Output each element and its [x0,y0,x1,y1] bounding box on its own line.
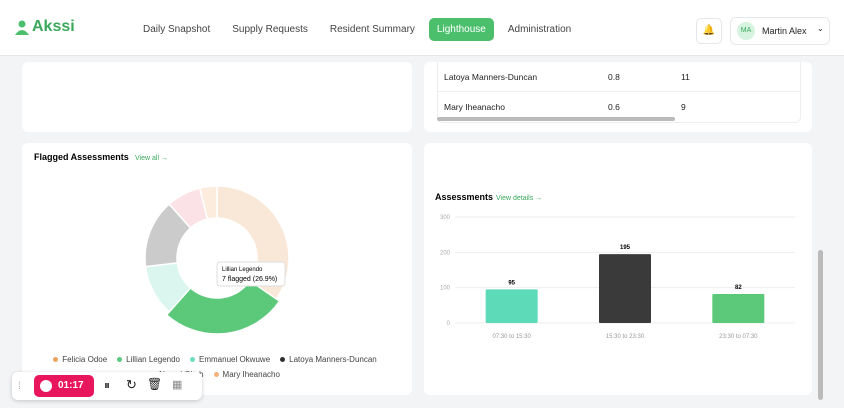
table-cell: 0.6 [608,102,620,112]
x-tick-label: 07:30 to 15:30 [492,334,531,340]
scrollbar [437,117,675,121]
donut-slice [165,279,281,335]
logo[interactable]: Akssi [32,18,75,35]
legend-label: Emmanuel Okwuwe [199,355,271,364]
chevron: ⌄ [817,24,824,33]
legend-item: Lillian Legendo [117,355,180,364]
nav: Daily Snapshot Supply Requests Resident Su… [135,18,579,41]
y-tick-label: 200 [440,250,451,256]
view-details[interactable]: View details → [496,195,542,202]
value-label: 82 [735,285,742,291]
legend-item: Felicia Odoe [53,355,107,364]
table: Latoya Manners-Duncan 0.8 11 Mary Iheanacho… [437,62,801,123]
table-cell: 11 [681,72,690,82]
stop-icon [40,380,52,392]
restart[interactable]: ↻ [126,377,137,392]
table-cell: 9 [681,102,686,112]
nav-item[interactable]: Daily Snapshot [143,24,211,35]
x-tick-label: 23:30 to 07:30 [719,334,758,340]
user-name: Martin Alex [762,26,807,36]
header: Akssi Daily Snapshot Supply Requests Resid… [0,0,844,56]
legend-dot [117,357,123,363]
table-row: Latoya Manners-Duncan 0.8 11 [438,62,800,91]
stop-button[interactable]: 01:17 [34,375,94,397]
nav-item[interactable]: Lighthouse [428,18,494,41]
page-scrollbar [818,250,823,400]
delete[interactable]: 🗑 [147,377,163,391]
tooltip-title: Lillian Legendo [222,267,263,273]
recorder: ⁞ 01:17 ⏸ ↻ 🗑 ▦ [12,372,202,400]
nav-item[interactable]: Resident Summary [329,24,415,35]
bar [712,294,765,323]
value-label: 95 [508,280,515,286]
user-menu[interactable]: MA Martin Alex ⌄ [730,17,830,45]
y-tick-label: 300 [440,215,451,221]
table-cell: Mary Iheanacho [444,102,505,112]
table-cell: 0.8 [608,72,620,82]
pause[interactable]: ⏸ [104,378,111,392]
table-card: Latoya Manners-Duncan 0.8 11 Mary Iheanacho… [424,62,812,132]
nav-item[interactable]: Administration [507,24,572,35]
assessments-title: Assessments [435,192,493,202]
donut-slice [198,185,218,221]
bar [485,289,538,323]
x-tick-label: 15:30 to 23:30 [606,334,645,340]
legend-item: Mary Iheanacho [213,370,280,379]
legend-label: Latoya Manners-Duncan [289,355,377,364]
y-tick-label: 100 [440,286,451,292]
legend-label: Felicia Odoe [62,355,108,364]
flagged-title: Flagged Assessments [34,152,129,162]
legend-item: Latoya Manners-Duncan [280,355,377,364]
tooltip-box [216,261,286,287]
nav-item[interactable]: Supply Requests [232,24,308,35]
tooltip-text: 7 flagged (26.9%) [222,276,277,283]
legend-label: Mary Iheanacho [222,370,280,379]
table-row: Mary Iheanacho 0.6 9 [438,91,800,121]
timer: 01:17 [58,380,84,391]
legend-label: Lillian Legendo [126,355,180,364]
legend-dot [190,357,195,363]
legend-dot [280,357,286,363]
legend-dot [213,372,219,378]
avatar: MA [737,22,755,40]
view-all[interactable]: View all → [135,155,168,162]
legend-dot [53,357,59,363]
drag-handle[interactable]: ⁞ [18,381,21,392]
table-cell: Latoya Manners-Duncan [444,72,538,82]
card [22,62,412,132]
logo-icon [15,20,29,35]
settings[interactable]: ▦ [172,379,183,391]
bell[interactable]: 🔔 [696,18,722,44]
y-tick-label: 0 [447,321,451,327]
legend-item: Emmanuel Okwuwe [190,355,270,364]
bar [599,254,651,323]
value-label: 195 [620,245,631,251]
